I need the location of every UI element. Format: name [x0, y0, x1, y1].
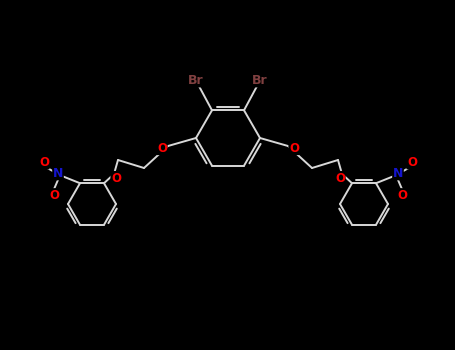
Text: O: O	[49, 189, 59, 202]
Text: O: O	[111, 172, 121, 184]
Text: N: N	[53, 167, 63, 180]
Text: O: O	[39, 156, 49, 169]
Text: N: N	[393, 167, 403, 180]
Text: Br: Br	[252, 74, 268, 87]
Text: O: O	[335, 172, 345, 184]
Text: O: O	[157, 141, 167, 154]
Text: O: O	[407, 156, 417, 169]
Text: O: O	[397, 189, 407, 202]
Text: O: O	[289, 141, 299, 154]
Text: Br: Br	[188, 74, 204, 87]
